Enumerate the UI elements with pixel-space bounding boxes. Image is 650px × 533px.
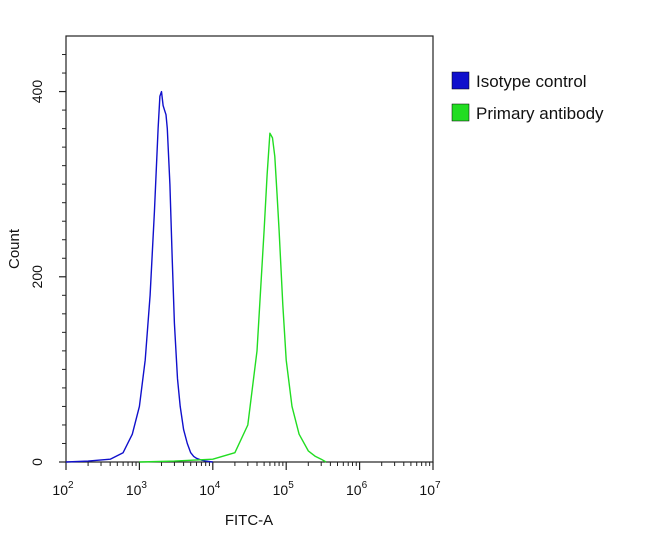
legend-swatch-primary-antibody	[451, 103, 470, 122]
x-tick-label: 105	[273, 480, 295, 498]
y-axis-ticks: 0 200 400	[29, 54, 66, 466]
y-tick-label: 200	[29, 265, 45, 289]
series-line-primary-antibody	[139, 132, 327, 463]
legend-swatch-isotype-control	[451, 71, 470, 90]
x-tick-label: 104	[199, 480, 221, 498]
legend-label-isotype-control: Isotype control	[476, 72, 587, 91]
plot-frame	[65, 35, 434, 463]
y-tick-label: 400	[29, 80, 45, 104]
series-layer	[65, 90, 327, 463]
series-line-isotype-control	[65, 90, 213, 463]
x-tick-label: 106	[346, 480, 368, 498]
y-axis-label: Count	[6, 228, 23, 269]
legend-label-primary-antibody: Primary antibody	[476, 104, 604, 123]
x-tick-label: 103	[126, 480, 148, 498]
x-axis-ticks: 102 103 104 105 106 107	[52, 462, 441, 498]
y-tick-label: 0	[29, 458, 45, 466]
x-axis-label: FITC-A	[225, 512, 273, 529]
x-tick-label: 102	[52, 480, 74, 498]
x-tick-label: 107	[419, 480, 441, 498]
legend: Isotype control Primary antibody	[451, 71, 604, 123]
